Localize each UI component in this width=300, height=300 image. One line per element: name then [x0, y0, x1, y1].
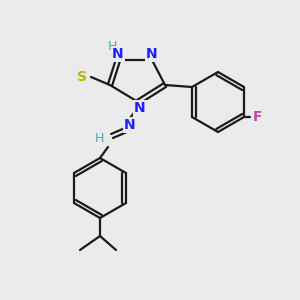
- Text: N: N: [124, 118, 136, 132]
- Text: N: N: [134, 101, 146, 115]
- Text: H: H: [94, 131, 104, 145]
- Text: S: S: [77, 70, 87, 84]
- Text: F: F: [253, 110, 263, 124]
- Text: N: N: [146, 47, 158, 61]
- Text: H: H: [107, 40, 117, 53]
- Text: N: N: [112, 47, 124, 61]
